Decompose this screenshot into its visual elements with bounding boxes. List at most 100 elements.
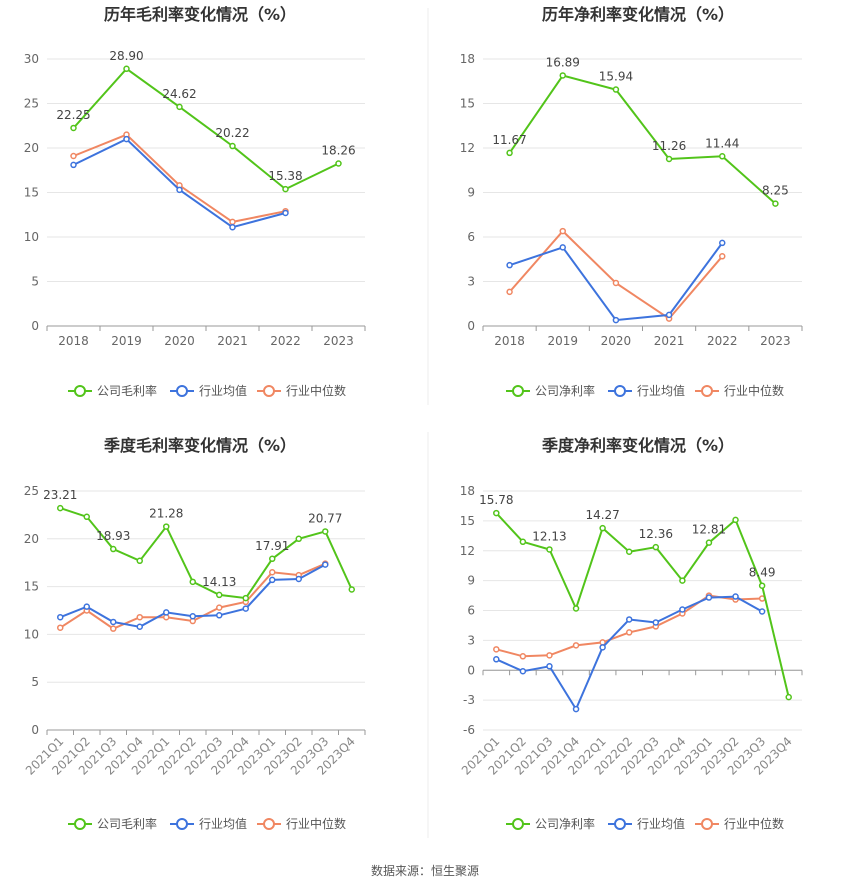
data-point-company[interactable] — [732, 516, 739, 524]
data-point-industry-avg[interactable] — [519, 667, 527, 675]
legend-item-industry-avg[interactable]: 行业均值 — [170, 383, 247, 398]
data-point-industry-median[interactable] — [136, 613, 143, 621]
data-point-industry-avg[interactable] — [322, 561, 329, 568]
data-point-industry-median[interactable] — [70, 152, 77, 160]
data-point-industry-avg[interactable] — [559, 244, 566, 251]
data-point-industry-avg[interactable] — [176, 186, 183, 194]
data-point-industry-median[interactable] — [572, 642, 580, 649]
data-point-company[interactable] — [136, 557, 143, 565]
data-point-industry-avg[interactable] — [493, 656, 500, 663]
data-point-industry-avg[interactable] — [625, 616, 633, 623]
data-point-industry-avg[interactable] — [546, 663, 553, 670]
data-point-company[interactable] — [189, 578, 196, 586]
data-point-industry-avg[interactable] — [83, 603, 90, 610]
data-point-company[interactable] — [282, 185, 289, 193]
data-point-industry-avg[interactable] — [163, 609, 170, 616]
data-point-company[interactable] — [506, 149, 513, 157]
data-label: 24.62 — [162, 87, 196, 101]
data-point-company[interactable] — [665, 155, 673, 163]
data-point-industry-avg[interactable] — [612, 316, 620, 324]
data-point-industry-avg[interactable] — [70, 161, 77, 169]
data-point-industry-median[interactable] — [625, 629, 633, 636]
data-point-company[interactable] — [705, 539, 713, 546]
data-point-company[interactable] — [546, 546, 553, 553]
data-point-industry-avg[interactable] — [758, 608, 766, 615]
data-point-industry-avg[interactable] — [282, 209, 289, 217]
data-point-company[interactable] — [652, 543, 660, 551]
data-point-industry-avg[interactable] — [679, 606, 686, 613]
data-point-company[interactable] — [785, 693, 792, 701]
data-point-company[interactable] — [719, 153, 726, 160]
data-point-company[interactable] — [559, 72, 566, 79]
data-point-industry-median[interactable] — [493, 646, 500, 653]
data-point-industry-median[interactable] — [110, 625, 117, 632]
legend-item-industry-avg[interactable]: 行业均值 — [608, 816, 685, 831]
series-line-company — [59, 507, 353, 600]
legend-item-industry-avg[interactable]: 行业均值 — [608, 383, 685, 398]
data-point-industry-avg[interactable] — [269, 576, 276, 584]
data-point-industry-median[interactable] — [612, 279, 620, 287]
data-label: 11.44 — [705, 136, 739, 150]
data-point-company[interactable] — [269, 555, 276, 563]
data-point-industry-avg[interactable] — [295, 575, 302, 583]
data-point-industry-avg[interactable] — [732, 593, 739, 600]
data-point-industry-median[interactable] — [546, 652, 553, 659]
legend-item-industry-median[interactable]: 行业中位数 — [257, 383, 346, 398]
data-point-industry-avg[interactable] — [123, 135, 130, 143]
legend-item-company[interactable]: 公司净利率 — [506, 816, 595, 831]
legend-item-industry-avg[interactable]: 行业均值 — [170, 816, 247, 831]
data-point-company[interactable] — [612, 86, 620, 93]
data-point-company[interactable] — [70, 124, 77, 132]
data-point-company[interactable] — [57, 504, 64, 512]
legend-item-company[interactable]: 公司毛利率 — [68, 816, 157, 831]
data-point-industry-avg[interactable] — [506, 261, 513, 269]
data-point-company[interactable] — [229, 142, 236, 150]
legend-item-company[interactable]: 公司毛利率 — [68, 383, 157, 398]
data-point-company[interactable] — [348, 586, 355, 593]
data-point-company[interactable] — [83, 513, 90, 521]
data-point-company[interactable] — [242, 594, 249, 602]
data-point-company[interactable] — [123, 65, 130, 73]
data-point-industry-avg[interactable] — [229, 223, 236, 231]
data-point-industry-avg[interactable] — [599, 644, 606, 651]
data-point-industry-avg[interactable] — [216, 612, 223, 619]
data-point-industry-avg[interactable] — [57, 613, 64, 621]
data-point-company[interactable] — [163, 523, 170, 530]
data-point-company[interactable] — [625, 548, 633, 555]
legend-item-industry-median[interactable]: 行业中位数 — [257, 816, 346, 831]
data-point-company[interactable] — [519, 538, 527, 546]
data-point-industry-avg[interactable] — [572, 705, 580, 713]
data-point-company[interactable] — [572, 605, 580, 612]
data-point-industry-avg[interactable] — [705, 594, 713, 601]
y-tick-label: 9 — [467, 186, 475, 200]
data-point-industry-median[interactable] — [506, 288, 513, 296]
data-point-industry-median[interactable] — [269, 569, 276, 576]
data-point-company[interactable] — [176, 103, 183, 111]
data-point-industry-avg[interactable] — [652, 619, 660, 626]
data-point-industry-avg[interactable] — [242, 605, 249, 612]
data-point-industry-avg[interactable] — [665, 311, 673, 319]
data-point-industry-median[interactable] — [229, 218, 236, 226]
data-point-industry-avg[interactable] — [110, 618, 117, 626]
data-point-industry-median[interactable] — [216, 604, 223, 611]
data-point-company[interactable] — [335, 160, 342, 167]
data-point-industry-avg[interactable] — [189, 612, 196, 620]
data-point-company[interactable] — [493, 509, 500, 517]
data-point-industry-median[interactable] — [719, 253, 726, 260]
legend-item-industry-median[interactable]: 行业中位数 — [695, 383, 784, 398]
data-point-industry-median[interactable] — [559, 227, 566, 235]
data-point-company[interactable] — [772, 200, 779, 207]
data-point-industry-median[interactable] — [519, 653, 527, 660]
data-point-industry-avg[interactable] — [136, 623, 143, 631]
legend-item-industry-median[interactable]: 行业中位数 — [695, 816, 784, 831]
data-point-company[interactable] — [679, 577, 686, 584]
data-point-industry-avg[interactable] — [719, 239, 726, 247]
data-point-industry-median[interactable] — [57, 624, 64, 631]
data-point-company[interactable] — [295, 535, 302, 543]
data-point-company[interactable] — [322, 528, 329, 535]
data-point-company[interactable] — [599, 524, 606, 532]
data-point-company[interactable] — [216, 591, 223, 599]
data-point-company[interactable] — [110, 545, 117, 553]
legend-item-company[interactable]: 公司净利率 — [506, 383, 595, 398]
data-point-company[interactable] — [758, 582, 766, 589]
